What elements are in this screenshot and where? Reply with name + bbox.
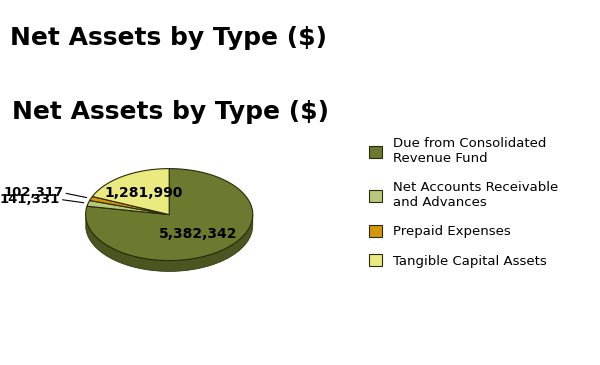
Polygon shape	[86, 215, 253, 272]
Text: 141,331: 141,331	[0, 193, 60, 206]
Text: Net Assets by Type ($): Net Assets by Type ($)	[13, 100, 329, 124]
Polygon shape	[92, 169, 169, 215]
Polygon shape	[87, 200, 169, 215]
Text: 102,317: 102,317	[4, 186, 64, 199]
Text: 1,281,990: 1,281,990	[104, 187, 183, 200]
Text: Net Assets by Type ($): Net Assets by Type ($)	[10, 26, 326, 50]
Legend: Due from Consolidated
Revenue Fund, Net Accounts Receivable
and Advances, Prepai: Due from Consolidated Revenue Fund, Net …	[369, 137, 558, 268]
Polygon shape	[89, 196, 169, 215]
Text: 5,382,342: 5,382,342	[160, 227, 238, 241]
Polygon shape	[86, 169, 253, 261]
